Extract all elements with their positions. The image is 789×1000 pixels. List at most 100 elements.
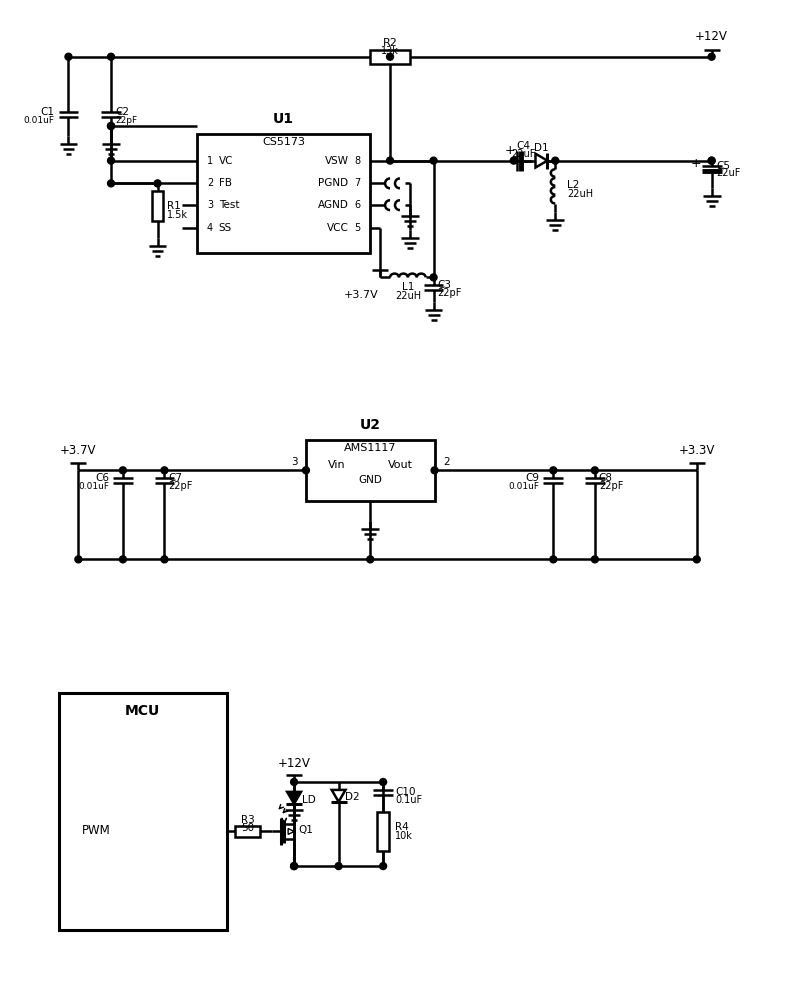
Text: +12V: +12V [695,30,728,43]
Text: 13k: 13k [381,46,399,56]
Bar [306,440,435,501]
Text: R1: R1 [167,201,181,211]
Text: 0.01uF: 0.01uF [24,116,54,125]
Text: +3.7V: +3.7V [60,444,96,457]
Circle shape [335,863,342,870]
Text: FB: FB [219,178,232,188]
Text: SS: SS [219,223,232,233]
Text: 7: 7 [354,178,361,188]
Text: CS5173: CS5173 [262,137,305,147]
Circle shape [380,779,387,785]
Circle shape [694,556,700,563]
Text: +3.7V: +3.7V [343,290,378,300]
Text: 6: 6 [354,200,361,210]
Text: C8: C8 [599,473,613,483]
Circle shape [107,180,114,187]
Circle shape [550,467,557,474]
Text: Q1: Q1 [298,825,313,835]
Text: PGND: PGND [319,178,349,188]
Text: Vout: Vout [388,460,413,470]
Text: R4: R4 [395,822,409,832]
Text: Vin: Vin [327,460,346,470]
Text: C9: C9 [525,473,540,483]
Text: +: + [691,157,701,170]
Bar [370,50,409,64]
Circle shape [161,556,168,563]
Circle shape [290,779,297,785]
Circle shape [302,467,309,474]
Circle shape [430,274,437,281]
Polygon shape [288,828,294,834]
Circle shape [65,53,72,60]
Text: C4: C4 [517,141,531,151]
Circle shape [431,467,438,474]
Text: 22pF: 22pF [599,481,623,491]
Text: 0.01uF: 0.01uF [78,482,109,491]
Circle shape [709,157,715,164]
Circle shape [592,467,598,474]
Text: GND: GND [358,475,382,485]
Circle shape [387,53,394,60]
Circle shape [550,556,557,563]
Text: Test: Test [219,200,239,210]
Text: PWM: PWM [82,824,110,837]
Text: 22pF: 22pF [115,116,137,125]
Text: VC: VC [219,156,234,166]
Text: 5: 5 [354,223,361,233]
Text: 2: 2 [207,178,213,188]
Circle shape [709,157,715,164]
Text: +12V: +12V [278,757,311,770]
Text: +3.3V: +3.3V [679,444,715,457]
Circle shape [119,467,126,474]
Bar [234,826,260,837]
Bar [377,812,389,851]
Circle shape [592,556,598,563]
Text: L1: L1 [402,282,414,292]
Text: AMS1117: AMS1117 [344,443,397,453]
Polygon shape [331,790,346,802]
Polygon shape [536,154,548,168]
Circle shape [161,467,168,474]
Text: 8: 8 [354,156,361,166]
Text: 3: 3 [291,457,297,467]
Text: MCU: MCU [125,704,160,718]
Text: R3: R3 [241,815,254,825]
Text: C6: C6 [95,473,109,483]
Circle shape [75,556,82,563]
Text: 2: 2 [443,457,450,467]
Text: C2: C2 [115,107,129,117]
Text: 22uH: 22uH [567,189,593,199]
Text: 22uF: 22uF [716,168,741,178]
Text: C10: C10 [395,787,416,797]
Text: 1: 1 [207,156,213,166]
Text: L2: L2 [567,180,580,190]
Circle shape [290,863,297,870]
Text: D2: D2 [345,792,359,802]
Circle shape [119,556,126,563]
Text: C1: C1 [40,107,54,117]
Bar [197,134,370,253]
Text: 0.1uF: 0.1uF [395,795,422,805]
Text: 22pF: 22pF [438,288,462,298]
Circle shape [387,157,394,164]
Circle shape [510,157,518,164]
Circle shape [154,180,161,187]
Text: LD: LD [302,795,316,805]
Text: D1: D1 [534,143,548,153]
Text: VSW: VSW [324,156,349,166]
Bar [58,693,226,930]
Text: 3: 3 [207,200,213,210]
Text: U2: U2 [360,418,381,432]
Circle shape [367,556,374,563]
Text: +: + [504,144,515,157]
Text: 22pF: 22pF [168,481,193,491]
Circle shape [107,123,114,129]
Text: C3: C3 [438,280,451,290]
Circle shape [430,157,437,164]
Text: 1.5k: 1.5k [167,210,189,220]
Text: 22uF: 22uF [511,149,536,159]
Text: 22uH: 22uH [394,291,421,301]
Text: AGND: AGND [318,200,349,210]
Text: 4: 4 [207,223,213,233]
Polygon shape [287,792,301,804]
